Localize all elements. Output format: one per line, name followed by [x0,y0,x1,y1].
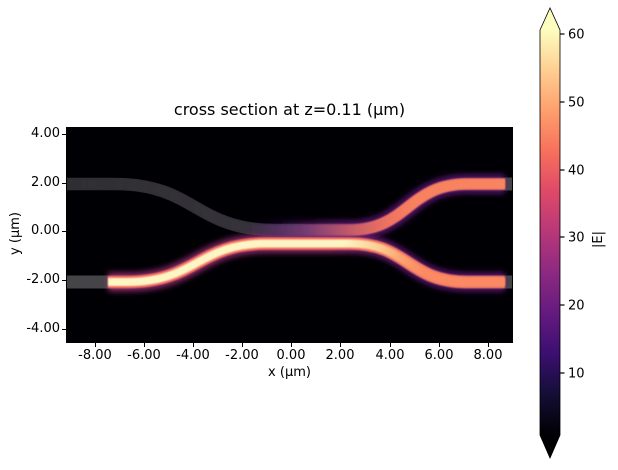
field-heatmap [67,128,512,342]
y-tick [62,329,66,330]
x-tick-label: 4.00 [375,348,405,363]
x-tick-label: 2.00 [325,348,355,363]
y-tick [62,134,66,135]
x-tick-label: 0.00 [276,348,306,363]
plot-area [66,127,513,343]
x-tick [439,343,440,347]
field-bottom-arm-core [108,239,505,286]
x-tick [390,343,391,347]
colorbar-tick-label: 60 [568,28,585,43]
x-tick [95,343,96,347]
x-tick-label: -6.00 [127,348,161,363]
x-axis-label: x (μm) [268,365,311,380]
colorbar: 60 50 40 30 20 10 |E| [539,7,606,460]
colorbar-tick-label: 20 [568,299,585,314]
x-tick [488,343,489,347]
y-tick-label: 0.00 [31,223,60,238]
x-tick [193,343,194,347]
field-top-arm-core [67,179,505,235]
plot-title: cross section at z=0.11 (μm) [173,100,406,119]
y-tick [62,280,66,281]
x-tick-label: -8.00 [78,348,112,363]
colorbar-tick-label: 50 [568,96,585,111]
x-tick [340,343,341,347]
x-tick [291,343,292,347]
colorbar-tick-label: 40 [568,164,585,179]
y-tick-label: -4.00 [26,321,60,336]
y-tick-label: -2.00 [26,272,60,287]
x-tick-label: 8.00 [473,348,503,363]
x-tick-label: 6.00 [424,348,454,363]
x-tick [242,343,243,347]
y-tick-label: 2.00 [31,175,60,190]
y-tick [62,231,66,232]
colorbar-tick-label: 10 [568,367,585,382]
colorbar-axis-label: |E| [591,231,606,248]
x-tick [144,343,145,347]
y-tick [62,183,66,184]
colorbar-gradient-bar [539,7,561,460]
x-tick-label: -2.00 [225,348,259,363]
y-axis-label: y (μm) [7,212,23,255]
colorbar-tick-label: 30 [568,231,585,246]
x-tick-label: -4.00 [176,348,210,363]
y-tick-label: 4.00 [31,126,60,141]
